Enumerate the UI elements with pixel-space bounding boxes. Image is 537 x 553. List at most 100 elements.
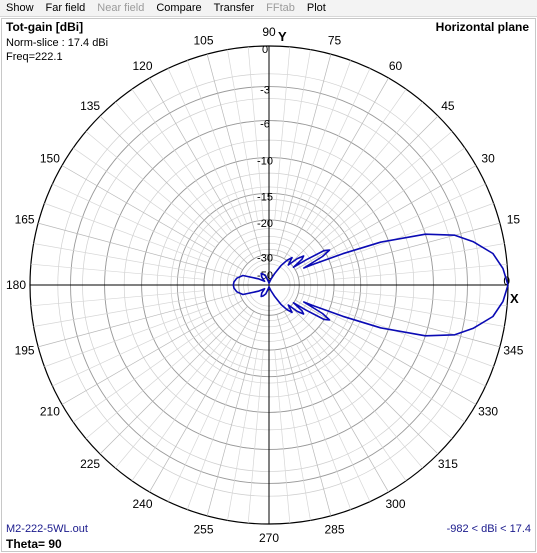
grid-spoke	[333, 295, 505, 327]
angle-label: 90	[262, 25, 276, 39]
grid-spoke	[290, 306, 439, 455]
grid-spoke	[279, 349, 311, 521]
grid-spoke	[99, 115, 248, 264]
angle-label: 75	[328, 34, 342, 48]
grid-spoke	[149, 311, 255, 493]
ring-label: 0	[262, 44, 268, 56]
norm-slice-label: Norm-slice : 17.4 dBi	[6, 37, 109, 49]
x-axis-letter: X	[510, 291, 519, 306]
grid-spoke	[290, 115, 439, 264]
grid-spoke	[227, 49, 259, 221]
grid-spoke	[30, 290, 205, 307]
angle-label: 150	[40, 152, 60, 166]
grid-spoke	[167, 68, 242, 227]
grid-spoke	[44, 202, 208, 264]
grid-spoke	[322, 147, 465, 248]
menu-fftab[interactable]: FFtab	[266, 2, 295, 14]
file-name-label: M2-222-5WL.out	[6, 523, 88, 535]
angle-label: 270	[259, 531, 279, 545]
grid-spoke	[85, 131, 220, 244]
grid-spoke	[115, 101, 228, 236]
angle-label: 300	[385, 497, 405, 511]
grid-spoke	[30, 263, 205, 280]
grid-spoke	[333, 243, 505, 275]
grid-spoke	[38, 222, 240, 278]
grid-spoke	[296, 68, 371, 227]
grid-spoke	[52, 183, 211, 258]
ring-labels: 0-3-6-10-15-20-30-50	[257, 44, 273, 282]
menu-transfer[interactable]: Transfer	[213, 2, 255, 14]
menu-plot[interactable]: Plot	[306, 2, 326, 14]
grid-spoke	[283, 77, 389, 259]
angle-label: 180	[6, 278, 26, 292]
angle-labels: 0 15 30 45 60 75 90 105 120 135 150 165 180 195 210 225…	[6, 25, 524, 545]
ring-label: -20	[257, 218, 273, 230]
angle-label: 345	[503, 344, 523, 358]
grid-spoke	[61, 165, 243, 271]
ring-label: -15	[257, 191, 273, 203]
grid-spoke	[296, 343, 371, 502]
menu-show[interactable]: Show	[6, 2, 34, 14]
grid-spoke	[283, 311, 389, 493]
grid-spoke	[318, 326, 453, 439]
grid-spoke	[276, 314, 332, 516]
grid-spoke	[149, 77, 255, 259]
grid-spoke	[115, 334, 228, 469]
radiation-pattern	[232, 233, 509, 337]
grid-spoke	[274, 46, 291, 221]
pattern-line	[232, 233, 509, 337]
grid-spoke	[322, 322, 465, 423]
grid-spoke	[310, 334, 423, 469]
grid-spoke	[295, 299, 477, 405]
grid-spoke	[206, 314, 262, 516]
dbi-range-label: -982 < dBi < 17.4	[446, 523, 531, 535]
grid-spoke	[99, 306, 248, 455]
grid-spoke	[38, 292, 240, 348]
angle-label: 30	[481, 152, 495, 166]
menu-near-field[interactable]: Near field	[97, 2, 145, 14]
angle-label: 60	[389, 59, 403, 73]
grid-spoke	[186, 346, 248, 510]
ring-label: -6	[260, 119, 270, 131]
grid-spoke	[333, 263, 508, 280]
grid-spoke	[73, 322, 216, 423]
polar-plot: 0 15 30 45 60 75 90 105 120 135 150 165 180 195 210 225…	[6, 25, 524, 545]
grid-spoke	[247, 46, 264, 221]
grid-spoke	[318, 131, 453, 244]
grid-spoke	[298, 292, 500, 348]
grid-spoke	[247, 349, 264, 524]
grid-spoke	[279, 49, 311, 221]
grid-spoke	[167, 343, 242, 502]
grid-spoke	[33, 243, 205, 275]
grid-spoke	[52, 312, 211, 387]
grid-spoke	[61, 299, 243, 405]
grid-spoke	[295, 165, 477, 271]
grid-spoke	[131, 89, 232, 232]
grid-spoke	[73, 147, 216, 248]
grid-spoke	[85, 326, 220, 439]
grid-spoke	[131, 338, 232, 481]
grid-spoke	[306, 338, 407, 481]
main-axes	[30, 46, 508, 524]
angle-label: 120	[132, 59, 152, 73]
y-axis-letter: Y	[278, 29, 287, 44]
angle-label: 45	[441, 99, 455, 113]
grid-spoke	[44, 306, 208, 368]
theta-label: Theta= 90	[6, 537, 62, 551]
grid-spoke	[327, 183, 486, 258]
grid-spoke	[186, 60, 248, 224]
menu-far-field[interactable]: Far field	[45, 2, 86, 14]
grid-spoke	[206, 54, 262, 256]
menu-compare[interactable]: Compare	[156, 2, 202, 14]
axis-letters: YX	[278, 29, 519, 306]
grid-spoke	[330, 306, 494, 368]
angle-label: 240	[132, 497, 152, 511]
grid-spoke	[310, 101, 423, 236]
angle-label: 225	[80, 457, 100, 471]
grid-spoke	[327, 312, 486, 387]
grid-spokes	[30, 46, 508, 524]
ring-label: -30	[257, 253, 273, 265]
angle-label: 330	[478, 405, 498, 419]
frequency-label: Freq=222.1	[6, 51, 63, 63]
ring-label: -3	[260, 85, 270, 97]
